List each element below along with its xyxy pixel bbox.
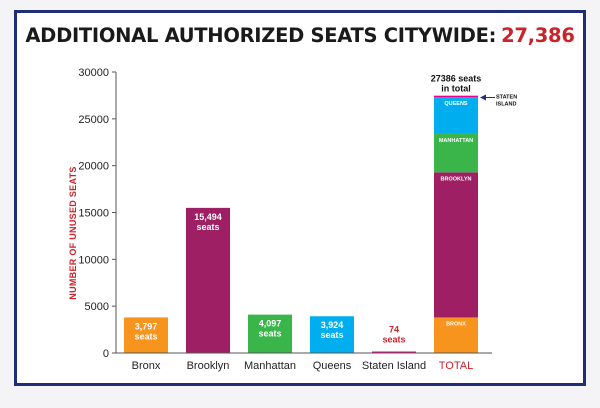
x-category-label: Brooklyn — [187, 360, 230, 372]
bar-unit-label: seats — [134, 331, 157, 341]
bar-manhattan — [248, 314, 292, 353]
y-tick-label: 25000 — [78, 114, 109, 126]
total-segment-queens — [434, 97, 478, 134]
chart-title-text: ADDITIONAL AUTHORIZED SEATS CITYWIDE: — [25, 24, 497, 47]
bar-staten-island — [372, 351, 416, 353]
x-category-label: Queens — [313, 360, 352, 372]
total-segment-label: MANHATTAN — [439, 138, 473, 144]
y-tick-label: 10000 — [78, 254, 109, 266]
chart-frame — [14, 10, 586, 386]
staten-island-callout-line1: STATEN — [496, 94, 517, 100]
bar-bronx — [124, 317, 168, 353]
bar-unit-label: seats — [320, 330, 343, 340]
total-segment-bronx — [434, 317, 478, 353]
bar-value-label: 3,924 — [321, 320, 344, 330]
bar-unit-label: seats — [258, 329, 281, 339]
y-axis-ticks: 0 5000 10000 15000 20000 25000 30000 — [78, 67, 116, 360]
staten-island-callout-line2: ISLAND — [496, 101, 517, 107]
y-tick-label: 30000 — [78, 67, 109, 79]
bar-queens — [310, 316, 354, 353]
total-segment-label: BROOKLYN — [441, 176, 472, 182]
x-category-label-total: TOTAL — [439, 360, 473, 372]
total-segment-staten-island — [434, 95, 478, 98]
bar-unit-label: seats — [196, 222, 219, 232]
x-category-label: Manhattan — [244, 360, 296, 372]
y-tick-label: 20000 — [78, 161, 109, 173]
total-segment-label: QUEENS — [444, 101, 468, 107]
bar-value-label: 3,797 — [135, 321, 158, 331]
total-stack-group: BRONX BROOKLYN MANHATTAN QUEENS 27386 seatsi… — [431, 73, 517, 353]
bars-group: 3,797seats15,494seats4,097seats3,924seat… — [124, 207, 416, 353]
y-tick-label: 15000 — [78, 208, 109, 220]
total-segment-label: BRONX — [446, 321, 466, 327]
total-segment-manhattan — [434, 133, 478, 173]
bar-value-label: 74 — [389, 324, 399, 334]
bar-brooklyn — [186, 207, 230, 353]
y-tick-label: 0 — [103, 348, 109, 360]
total-annotation-line2: in total — [441, 83, 471, 93]
chart-title: ADDITIONAL AUTHORIZED SEATS CITYWIDE: 27,… — [0, 24, 600, 47]
chart-title-total: 27,386 — [501, 24, 575, 47]
x-category-label: Staten Island — [362, 360, 426, 372]
x-category-label: Bronx — [132, 360, 161, 372]
total-annotation-line1: 27386 seats — [431, 73, 482, 83]
bar-value-label: 4,097 — [259, 319, 282, 329]
bar-unit-label: seats — [382, 334, 405, 344]
total-segment-brooklyn — [434, 172, 478, 318]
bar-value-label: 15,494 — [194, 212, 222, 222]
y-axis-label: NUMBER OF UNUSED SEATS — [68, 166, 78, 299]
x-axis-categories: Bronx Brooklyn Manhattan Queens Staten Islan… — [132, 360, 474, 372]
y-tick-label: 5000 — [85, 301, 109, 313]
